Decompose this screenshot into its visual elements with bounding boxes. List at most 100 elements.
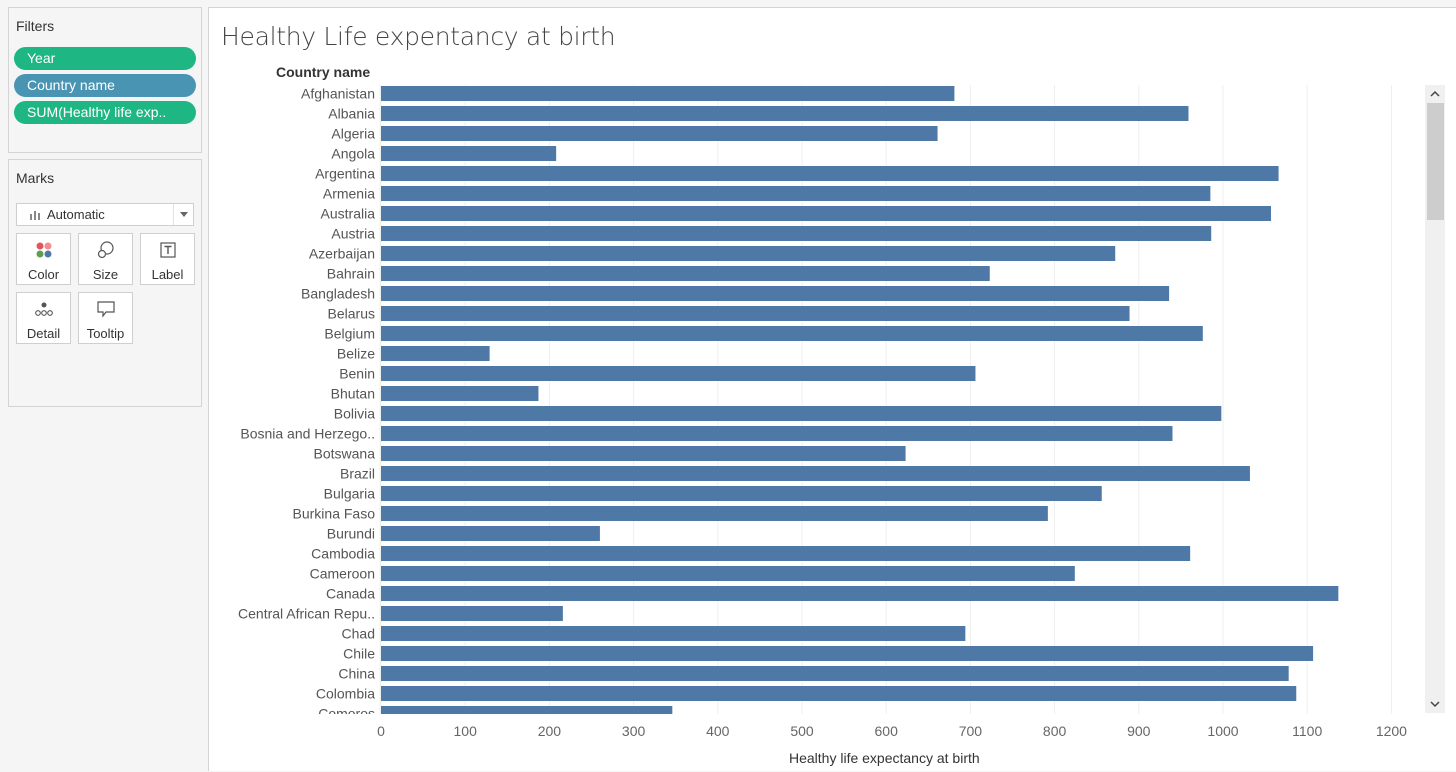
bar [381, 126, 938, 141]
x-tick-label: 300 [622, 723, 646, 739]
tooltip-card[interactable]: Tooltip [78, 292, 133, 344]
bar [381, 446, 906, 461]
bar [381, 706, 673, 714]
category-label: Albania [328, 106, 375, 122]
bar [381, 386, 539, 401]
category-label: Austria [331, 226, 375, 242]
label-card[interactable]: Label [140, 233, 195, 285]
category-label: Bangladesh [301, 286, 375, 302]
x-tick-label: 600 [875, 723, 899, 739]
bar [381, 246, 1116, 261]
category-label: Belize [337, 346, 375, 362]
bar [381, 306, 1130, 321]
marks-panel: Marks Automatic Color Size Label [8, 159, 202, 407]
bar [381, 586, 1339, 601]
category-label: Argentina [315, 166, 375, 182]
category-label: Canada [326, 586, 375, 602]
category-label: Brazil [340, 466, 375, 482]
detail-card[interactable]: Detail [16, 292, 71, 344]
x-axis: 0 100 200 300 400 500 600 700 800 900 1000 1100 1200 [377, 723, 1407, 739]
category-label: Chad [342, 626, 375, 642]
marks-title: Marks [16, 170, 55, 186]
category-label: Belgium [324, 326, 375, 342]
detail-card-label: Detail [26, 326, 61, 341]
category-label: Colombia [316, 686, 375, 702]
x-tick-label: 800 [1043, 723, 1067, 739]
category-label: Bulgaria [324, 486, 376, 502]
x-tick-label: 900 [1127, 723, 1151, 739]
bar [381, 566, 1075, 581]
x-tick-label: 700 [959, 723, 983, 739]
color-card-label: Color [27, 267, 60, 282]
category-label: Chile [343, 646, 375, 662]
row-header-country-name[interactable]: Country name [276, 64, 371, 80]
label-card-label: Label [151, 267, 184, 282]
bar [381, 106, 1189, 121]
category-label: Benin [339, 366, 375, 382]
bar [381, 326, 1203, 341]
x-tick-label: 200 [538, 723, 562, 739]
category-label: Afghanistan [301, 86, 375, 102]
category-label: Algeria [331, 126, 375, 142]
vertical-scrollbar[interactable] [1425, 85, 1445, 713]
color-card[interactable]: Color [16, 233, 71, 285]
category-label: Central African Repu.. [238, 606, 375, 622]
bars-group: Afghanistan Albania Algeria Angola Argentina… [238, 86, 1339, 722]
bar [381, 86, 955, 101]
tooltip-card-label: Tooltip [86, 326, 125, 341]
category-label: Comoros [318, 706, 375, 722]
category-label: Burkina Faso [293, 506, 376, 522]
label-icon [159, 242, 176, 258]
filter-pill-year[interactable]: Year [14, 47, 196, 70]
mark-type-label: Automatic [47, 207, 105, 222]
bar [381, 626, 966, 641]
bar [381, 346, 490, 361]
chart-view: Healthy Life expentancy at birth Country… [208, 7, 1456, 771]
x-tick-label: 1000 [1207, 723, 1238, 739]
mark-type-dropdown[interactable]: Automatic [16, 203, 194, 226]
size-card[interactable]: Size [78, 233, 133, 285]
bar [381, 206, 1271, 221]
bar [381, 506, 1048, 521]
category-label: Cambodia [311, 546, 375, 562]
bar [381, 266, 990, 281]
bar [381, 406, 1222, 421]
bar [381, 466, 1250, 481]
bar [381, 286, 1170, 301]
bar [381, 666, 1289, 681]
color-icon [36, 242, 51, 258]
category-label: Burundi [327, 526, 375, 542]
filter-pill-sum-healthy-life[interactable]: SUM(Healthy life exp.. [14, 101, 196, 124]
tooltip-icon [96, 301, 115, 318]
category-label: China [338, 666, 375, 682]
filter-pill-country-name[interactable]: Country name [14, 74, 196, 97]
bar [381, 486, 1102, 501]
bar [381, 186, 1211, 201]
scroll-thumb[interactable] [1427, 103, 1444, 220]
x-tick-label: 1100 [1292, 723, 1322, 739]
x-axis-title: Healthy life expectancy at birth [789, 750, 980, 766]
category-label: Bosnia and Herzego.. [240, 426, 375, 442]
bar [381, 686, 1297, 701]
chart-title: Healthy Life expentancy at birth [221, 22, 616, 51]
bar-chart: Afghanistan Albania Algeria Angola Argentina… [238, 85, 1407, 739]
category-label: Angola [331, 146, 375, 162]
scroll-down-icon[interactable] [1425, 695, 1445, 713]
bar-chart-icon [30, 211, 40, 220]
category-label: Cameroon [310, 566, 375, 582]
x-tick-label: 1200 [1376, 723, 1407, 739]
bar [381, 166, 1279, 181]
category-label: Armenia [323, 186, 375, 202]
bar [381, 526, 600, 541]
bar [381, 226, 1212, 241]
bar [381, 546, 1191, 561]
detail-icon [34, 302, 53, 316]
category-label: Bhutan [331, 386, 375, 402]
bar [381, 146, 557, 161]
category-label: Botswana [314, 446, 376, 462]
scroll-up-icon[interactable] [1425, 85, 1445, 103]
size-icon [97, 241, 114, 259]
chevron-down-icon [173, 204, 193, 225]
x-tick-label: 100 [454, 723, 478, 739]
category-label: Bolivia [334, 406, 375, 422]
